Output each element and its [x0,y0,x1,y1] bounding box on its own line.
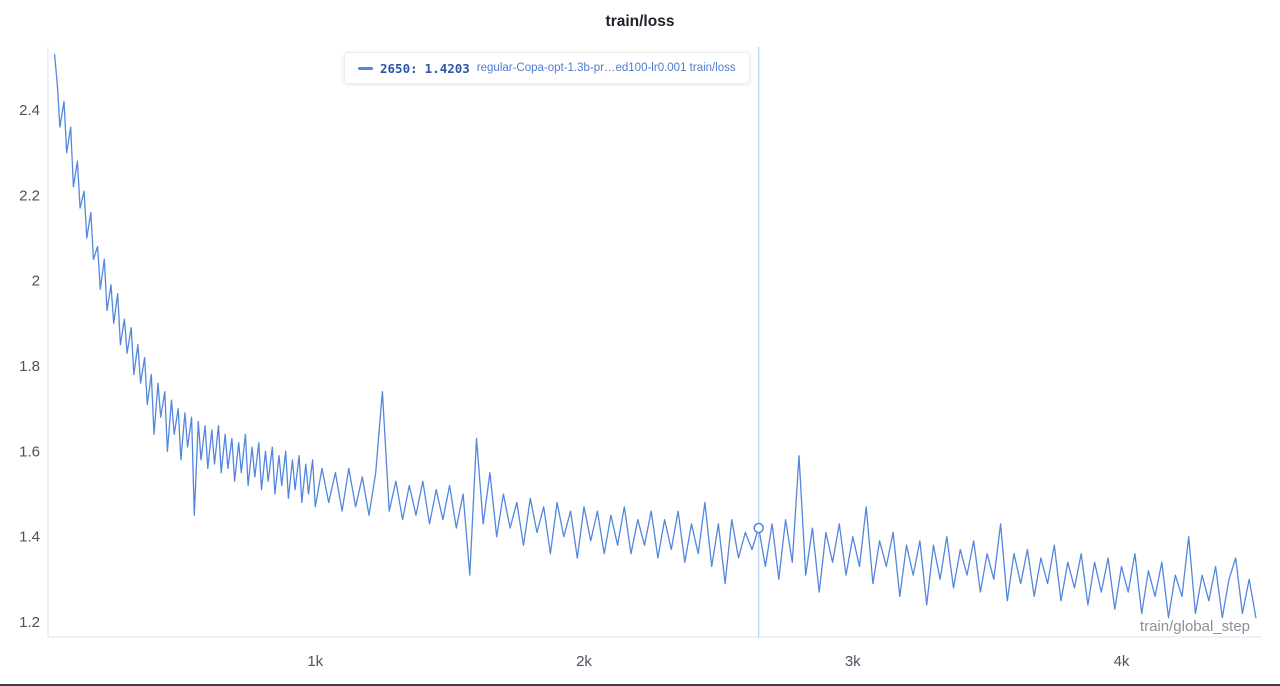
y-tick-label: 1.4 [19,529,40,546]
y-tick-label: 2 [32,273,40,290]
tooltip: 2650: 1.4203 regular-Copa-opt-1.3b-pr…ed… [344,52,750,84]
y-tick-label: 1.8 [19,358,40,375]
x-axis-title: train/global_step [1139,618,1250,635]
window-bottom-edge [0,684,1280,686]
axis-tick-labels: 2.4 2.2 2 1.8 1.6 1.4 1.2 1k 2k 3k 4k [19,102,1130,670]
tooltip-value: 1.4203 [424,60,470,76]
tooltip-step: 2650: [380,60,418,76]
y-tick-label: 2.4 [19,102,40,119]
x-tick-label: 4k [1114,653,1130,670]
x-tick-label: 1k [307,653,323,670]
series-color-swatch [358,66,373,70]
y-tick-label: 2.2 [19,187,40,204]
chart-title: train/loss [605,13,675,30]
y-tick-label: 1.6 [19,443,40,460]
x-tick-label: 2k [576,653,592,670]
y-tick-label: 1.2 [19,614,40,631]
x-tick-label: 3k [845,653,861,670]
loss-series-line [53,53,1257,619]
hover-point-marker [753,522,764,534]
tooltip-run-label: regular-Copa-opt-1.3b-pr…ed100-lr0.001 t… [476,62,736,74]
